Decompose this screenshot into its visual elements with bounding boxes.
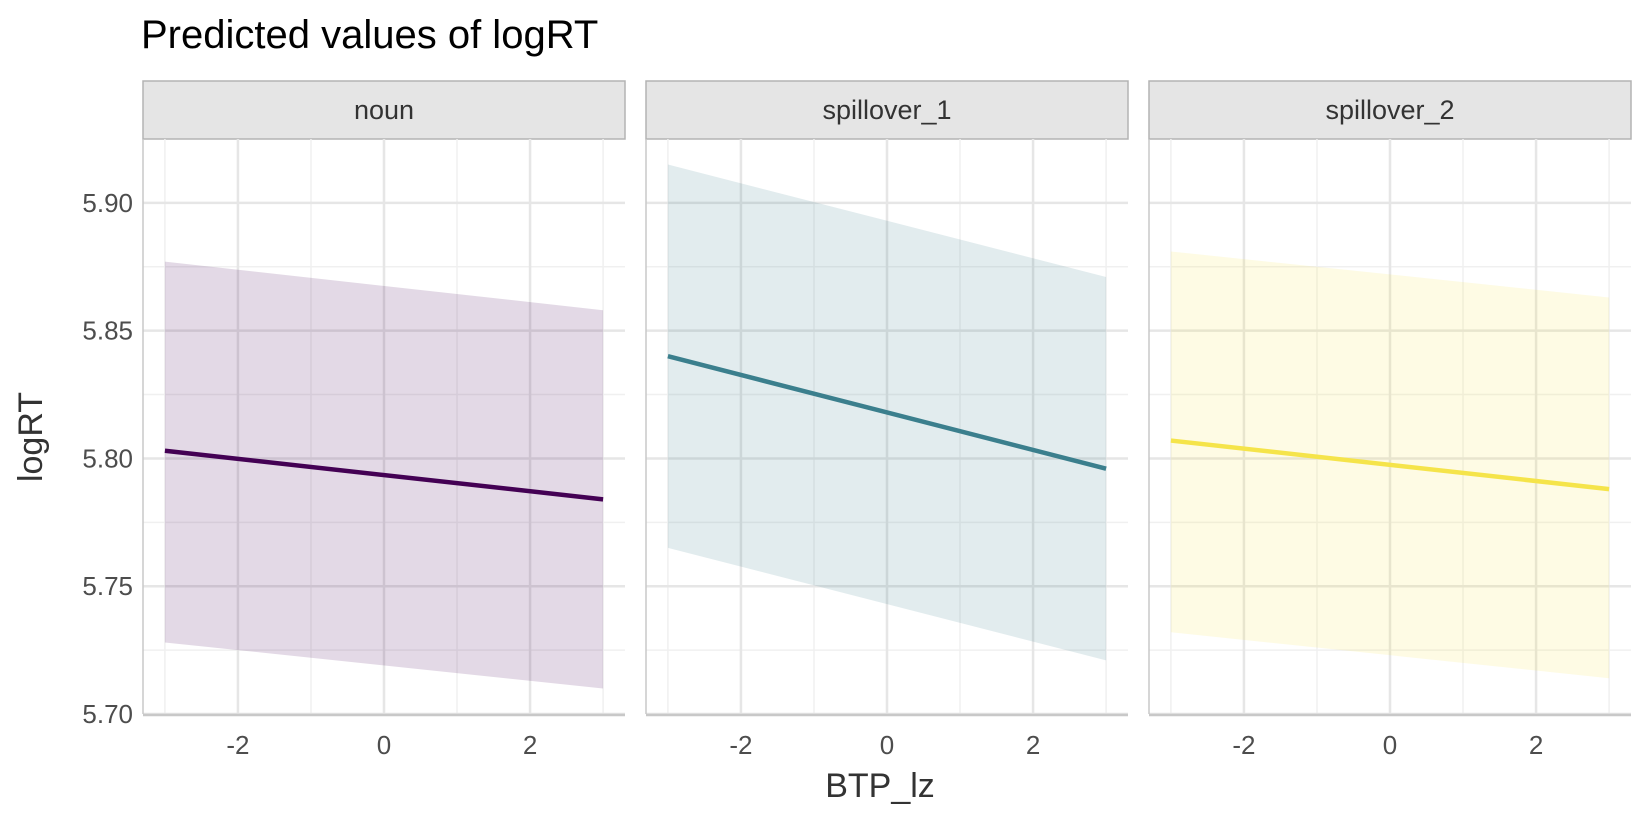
x-tick-label: -2 bbox=[1232, 730, 1255, 760]
y-axis: 5.70 5.75 5.80 5.85 5.90 bbox=[82, 188, 133, 729]
facet-panels: noun -2 0 2 spillover_1 -2 0 2 spillover_2 -2 0 2 bbox=[142, 80, 1632, 760]
facet-panel-spillover-2: spillover_2 -2 0 2 bbox=[1148, 80, 1632, 760]
x-tick-label: 2 bbox=[523, 730, 537, 760]
facet-strip bbox=[1148, 80, 1632, 140]
x-tick-label: -2 bbox=[226, 730, 249, 760]
y-axis-title: logRT bbox=[12, 392, 50, 482]
x-tick-label: 0 bbox=[880, 730, 894, 760]
facet-panel-noun: noun -2 0 2 bbox=[142, 80, 626, 760]
facet-strip-label: noun bbox=[354, 95, 414, 125]
facet-strip-label: spillover_2 bbox=[1325, 95, 1454, 125]
chart-title: Predicted values of logRT bbox=[141, 13, 598, 57]
x-tick-label: 2 bbox=[1529, 730, 1543, 760]
facet-strip bbox=[142, 80, 626, 140]
facet-strip bbox=[645, 80, 1129, 140]
prediction-line bbox=[667, 354, 1107, 471]
y-tick-label: 5.80 bbox=[82, 443, 133, 473]
facet-panel-spillover-1: spillover_1 -2 0 2 bbox=[645, 80, 1129, 760]
x-tick-label: 0 bbox=[377, 730, 391, 760]
y-tick-label: 5.70 bbox=[82, 699, 133, 729]
y-tick-label: 5.75 bbox=[82, 571, 133, 601]
x-tick-label: 0 bbox=[1383, 730, 1397, 760]
prediction-line bbox=[164, 448, 604, 502]
y-tick-label: 5.90 bbox=[82, 188, 133, 218]
facet-strip-label: spillover_1 bbox=[822, 95, 951, 125]
y-tick-label: 5.85 bbox=[82, 316, 133, 346]
x-tick-label: -2 bbox=[729, 730, 752, 760]
x-tick-label: 2 bbox=[1026, 730, 1040, 760]
x-axis-title: BTP_lz bbox=[825, 767, 935, 805]
prediction-line bbox=[1170, 438, 1610, 492]
